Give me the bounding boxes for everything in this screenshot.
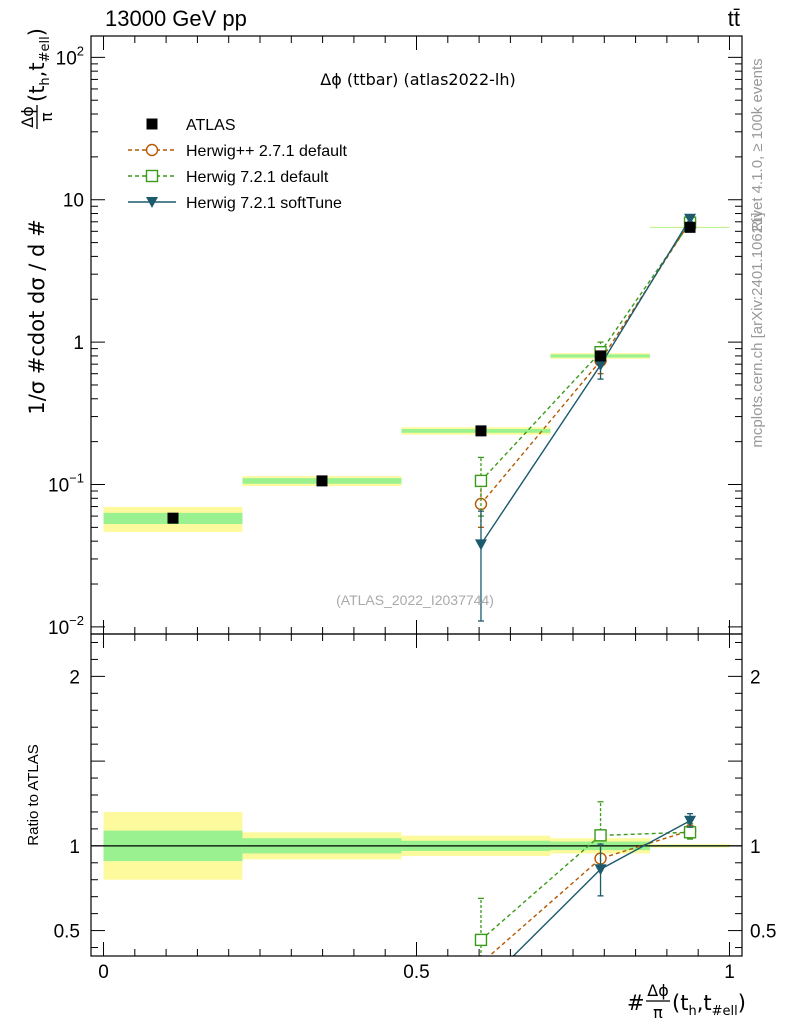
data-point <box>684 221 696 233</box>
y-tick-label: 102 <box>56 43 84 69</box>
svg-text:1/σ #cdot dσ / d #: 1/σ #cdot dσ / d # <box>25 219 49 414</box>
y-tick-label: 10−2 <box>48 613 84 639</box>
ratio-point-1 <box>683 826 697 839</box>
rivet-version-label: Rivet 4.1.0, ≥ 100k events <box>749 58 766 231</box>
y-tick-label: 1 <box>73 333 84 354</box>
svg-text:#: # <box>627 991 645 1015</box>
legend-label-data: ATLAS <box>186 117 236 134</box>
x-tick-label: 0 <box>98 962 109 983</box>
legend: ATLAS Herwig++ 2.7.1 default Herwig 7.2.1 … <box>128 117 348 212</box>
y-tick-label: 10 <box>63 191 84 212</box>
legend-label-1: Herwig 7.2.1 default <box>186 169 329 186</box>
chart-title: Δϕ (ttbar) (atlas2022-lh) <box>320 70 515 89</box>
legend-marker-0 <box>145 143 159 157</box>
ratio-point-0 <box>475 958 486 969</box>
data-point <box>595 350 607 362</box>
ratio-tick-label: 0.5 <box>54 922 80 943</box>
ratio-tick-label-right: 1 <box>750 837 761 858</box>
legend-marker-1 <box>145 169 159 183</box>
series-line-2 <box>480 218 691 545</box>
ratio-tick-label: 2 <box>69 667 80 688</box>
ratio-line-1 <box>480 831 691 941</box>
ratio-y-axis-label: Ratio to ATLAS <box>25 744 42 845</box>
x-axis-label: # Δϕ π (th,t#ell) <box>627 981 746 1022</box>
svg-text:Δϕ: Δϕ <box>18 106 37 128</box>
ratio-series <box>474 801 697 994</box>
series-point-2 <box>684 213 697 225</box>
ratio-point-1 <box>474 933 488 947</box>
data-point <box>475 425 487 437</box>
legend-marker-data <box>146 118 158 130</box>
y-tick-label: 10−1 <box>48 471 84 497</box>
data-point <box>167 512 179 524</box>
y-axis-label-fraction: Δϕ π (th,t#ell) <box>18 28 56 129</box>
series-point-2 <box>474 539 487 551</box>
svg-text:π: π <box>37 112 56 122</box>
legend-label-0: Herwig++ 2.7.1 default <box>186 143 348 160</box>
ratio-point-2 <box>684 815 697 827</box>
ratio-point-2 <box>475 983 487 994</box>
ratio-line-0 <box>488 829 691 956</box>
svg-text:(th,t#ell): (th,t#ell) <box>25 28 53 102</box>
series-point-2 <box>594 360 607 372</box>
y-axis-label: 1/σ #cdot dσ / d # <box>25 219 49 414</box>
main-series <box>167 213 697 622</box>
ratio-frame <box>90 633 743 957</box>
svg-text:π: π <box>653 1003 663 1022</box>
rivet-label: mcplots.cern.ch [arXiv:2401.10621] <box>749 212 766 447</box>
x-tick-label: 1 <box>724 962 735 983</box>
legend-label-2: Herwig 7.2.1 softTune <box>186 195 342 212</box>
ratio-point-2 <box>594 864 607 876</box>
series-point-1 <box>474 474 488 488</box>
ratio-point-1 <box>594 829 607 842</box>
main-uncertainty-bands <box>103 226 730 532</box>
svg-text:(th,t#ell): (th,t#ell) <box>672 991 746 1019</box>
svg-text:Δϕ: Δϕ <box>647 981 669 1000</box>
energy-label: 13000 GeV pp <box>105 6 247 31</box>
series-line-1 <box>480 222 691 482</box>
ratio-tick-label-right: 2 <box>750 667 761 688</box>
process-label: tt̄ <box>728 6 740 31</box>
x-tick-label: 0.5 <box>403 962 429 983</box>
ratio-tick-label-right: 0.5 <box>750 922 776 943</box>
analysis-watermark: (ATLAS_2022_I2037744) <box>336 592 494 608</box>
data-point <box>316 475 328 487</box>
legend-marker-2 <box>146 197 158 208</box>
ratio-tick-label: 1 <box>69 837 80 858</box>
series-line-0 <box>480 221 691 505</box>
axis-ticks: 0 0.5 1 102 10 1 10−1 10−2 0.5 0.5 1 1 2 2 <box>48 36 776 983</box>
